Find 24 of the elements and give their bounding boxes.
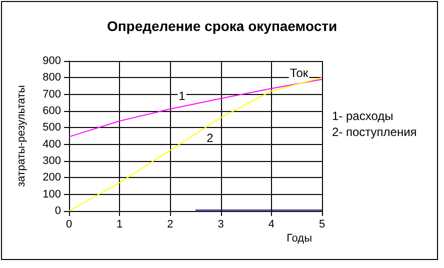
x-tick-label: 3 bbox=[218, 218, 224, 230]
x-tick-label: 1 bbox=[116, 218, 123, 230]
x-tick-label: 4 bbox=[268, 218, 274, 230]
x-axis-title: Годы bbox=[286, 232, 312, 244]
annotation: Ток bbox=[290, 66, 309, 80]
y-tick-label: 800 bbox=[42, 72, 61, 84]
y-tick-label: 700 bbox=[42, 88, 61, 100]
x-tick-label: 5 bbox=[318, 218, 326, 230]
y-axis-title: затраты-результаты bbox=[16, 85, 28, 187]
text: 1- расходы bbox=[332, 109, 394, 123]
y-tick-label: 100 bbox=[42, 188, 61, 200]
y-tick-label: 600 bbox=[42, 105, 61, 117]
y-tick-label: 400 bbox=[42, 138, 61, 150]
y-tick-label: 200 bbox=[42, 172, 61, 184]
annotation: 1 bbox=[178, 89, 186, 103]
y-tick-label: 900 bbox=[42, 55, 61, 67]
text: 2- поступления bbox=[332, 125, 417, 139]
y-tick-label: 0 bbox=[54, 205, 61, 217]
y-tick-label: 500 bbox=[42, 122, 61, 134]
annotation: 2 bbox=[206, 131, 214, 145]
chart-title: Определение срока окупаемости bbox=[106, 18, 338, 34]
x-tick-label: 0 bbox=[66, 218, 72, 230]
x-tick-label: 2 bbox=[167, 218, 174, 230]
y-tick-label: 300 bbox=[42, 155, 61, 167]
